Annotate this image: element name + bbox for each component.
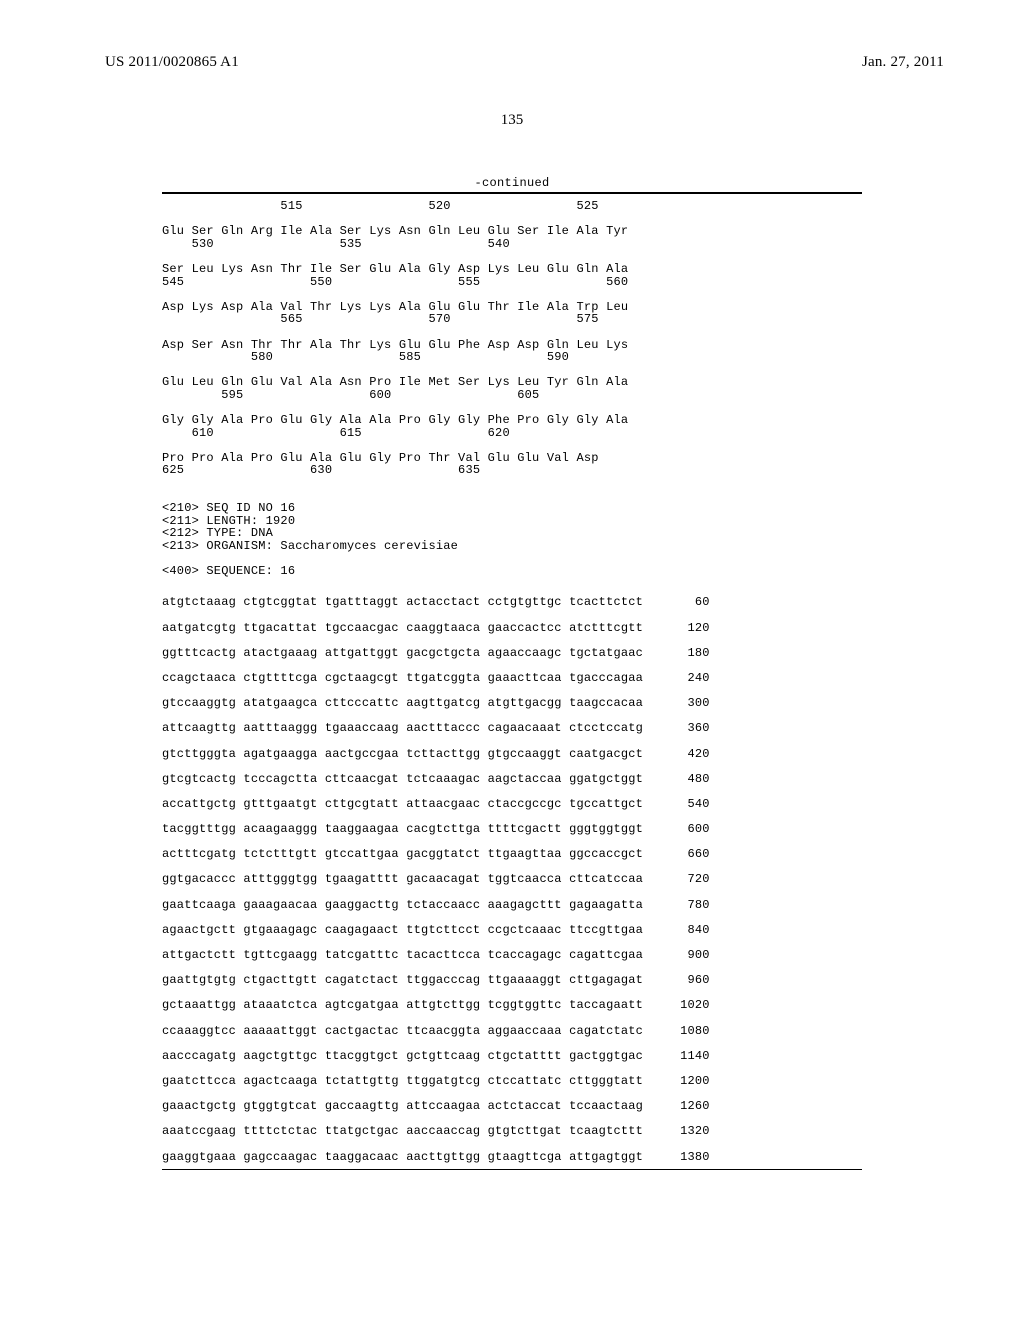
page: US 2011/0020865 A1 Jan. 27, 2011 135 -co…: [0, 0, 1024, 1320]
dna-sequence-block: atgtctaaag ctgtcggtat tgatttaggt actacct…: [162, 584, 862, 1163]
rule-bottom: [162, 1169, 862, 1170]
publication-number: US 2011/0020865 A1: [105, 54, 239, 71]
header-row: US 2011/0020865 A1 Jan. 27, 2011: [105, 54, 944, 71]
page-number: 135: [0, 112, 1024, 129]
rule-top: [162, 192, 862, 194]
protein-sequence-block: 515 520 525 Glu Ser Gln Arg Ile Ala Ser …: [162, 200, 862, 578]
sequence-listing: -continued 515 520 525 Glu Ser Gln Arg I…: [112, 176, 912, 1170]
continued-label: -continued: [162, 176, 862, 190]
page-header: US 2011/0020865 A1 Jan. 27, 2011: [0, 54, 1024, 71]
publication-date: Jan. 27, 2011: [862, 54, 944, 71]
